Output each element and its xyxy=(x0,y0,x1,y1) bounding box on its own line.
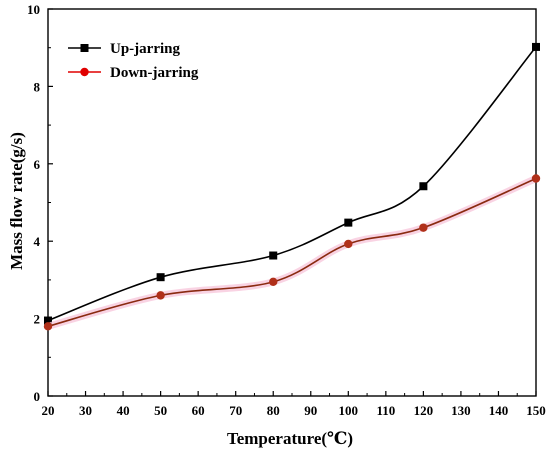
x-tick-label: 140 xyxy=(489,403,509,418)
legend-item: Down-jarring xyxy=(68,65,199,81)
x-tick-label: 120 xyxy=(414,403,434,418)
y-tick-label: 0 xyxy=(34,389,41,404)
data-point xyxy=(156,273,165,282)
data-point xyxy=(269,251,278,260)
data-point xyxy=(344,239,353,249)
x-axis-title: Temperature(℃) xyxy=(227,429,353,448)
data-point xyxy=(156,291,165,300)
data-point xyxy=(419,182,428,191)
y-tick-label: 8 xyxy=(34,79,41,94)
x-tick-label: 80 xyxy=(267,403,280,418)
x-tick-label: 90 xyxy=(304,403,317,418)
series-down-jarring xyxy=(43,174,541,331)
legend-label: Up-jarring xyxy=(110,41,180,57)
x-tick-label: 30 xyxy=(79,403,92,418)
data-point xyxy=(532,42,540,51)
y-tick-label: 6 xyxy=(34,157,41,172)
x-tick-label: 60 xyxy=(192,403,205,418)
x-tick-label: 70 xyxy=(229,403,242,418)
legend: Up-jarring Down-jarring xyxy=(68,41,199,81)
tick-layer: 20 30 40 50 60 70 80 90 100 110 120 130 140 150 0 2 4 6 8 1… xyxy=(27,2,546,418)
data-point xyxy=(44,316,52,325)
x-tick-label: 40 xyxy=(117,403,130,418)
legend-item: Up-jarring xyxy=(68,41,180,57)
series-line xyxy=(47,46,537,322)
x-tick-label: 20 xyxy=(42,403,55,418)
legend-label: Down-jarring xyxy=(110,65,199,81)
series-line xyxy=(47,177,537,328)
legend-marker xyxy=(80,44,89,52)
data-point xyxy=(419,223,428,232)
y-tick-label: 10 xyxy=(27,2,40,17)
series-halo xyxy=(44,175,540,330)
data-point xyxy=(269,277,278,287)
y-tick-label: 4 xyxy=(34,234,41,249)
x-tick-label: 150 xyxy=(526,403,546,418)
x-tick-label: 100 xyxy=(339,403,359,418)
series-up-jarring xyxy=(44,42,540,325)
x-tick-label: 130 xyxy=(451,403,471,418)
data-point xyxy=(531,174,541,183)
legend-marker xyxy=(80,67,89,77)
x-tick-label: 110 xyxy=(376,403,395,418)
data-point xyxy=(344,218,353,227)
data-point xyxy=(43,322,53,331)
series-layer xyxy=(43,42,541,331)
x-tick-label: 50 xyxy=(154,403,167,418)
y-axis-title: Mass flow rate(g/s) xyxy=(7,132,26,270)
y-tick-label: 2 xyxy=(34,312,41,327)
